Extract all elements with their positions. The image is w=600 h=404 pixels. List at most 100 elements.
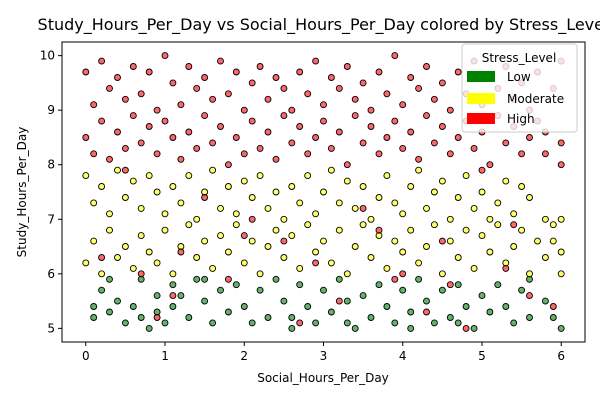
point-low-54 [494,281,502,289]
point-moderate-27 [185,172,193,180]
point-moderate-110 [518,226,526,234]
point-moderate-115 [541,254,549,261]
point-moderate-21 [161,210,169,218]
point-moderate-47 [264,204,272,212]
point-moderate-20 [161,226,169,234]
point-moderate-53 [288,183,296,190]
point-low-44 [415,275,423,283]
point-moderate-112 [526,270,533,278]
point-high-60 [320,101,327,109]
point-moderate-49 [272,188,280,196]
point-high-87 [423,112,430,120]
point-high-148 [557,161,565,169]
point-moderate-82 [407,226,415,234]
point-high-18 [153,106,161,114]
point-moderate-7 [106,210,113,218]
point-moderate-99 [470,204,478,212]
point-low-36 [351,324,359,332]
point-moderate-97 [462,172,470,180]
point-high-75 [375,150,383,158]
point-high-14 [137,90,145,98]
point-low-60 [549,314,557,321]
point-high-23 [169,134,177,141]
point-high-62 [327,74,335,81]
point-high-89 [430,139,438,147]
point-low-23 [248,319,256,327]
point-low-8 [137,314,145,321]
point-high-39 [232,134,240,141]
point-high-90 [438,79,446,87]
point-high-77 [383,134,391,141]
point-moderate-58 [312,248,320,256]
point-moderate-120 [557,270,565,278]
point-moderate-113 [526,194,533,201]
point-high-21 [161,117,169,125]
x-tick-label-0: 0 [82,349,90,363]
point-high-138 [98,254,106,261]
point-high-2 [90,101,98,109]
point-moderate-0 [82,259,90,267]
point-low-64 [201,275,209,283]
point-low-22 [240,303,248,310]
point-moderate-15 [137,204,145,212]
point-moderate-11 [121,194,129,201]
legend-title: Stress_Level [482,51,557,65]
point-low-53 [486,308,494,316]
point-low-33 [327,308,335,316]
point-moderate-1 [82,172,90,180]
point-moderate-42 [248,237,256,245]
point-low-21 [232,281,240,289]
point-moderate-94 [454,254,462,261]
point-high-31 [201,112,209,120]
point-high-32 [209,95,217,103]
point-moderate-54 [296,264,304,272]
point-high-20 [161,52,169,60]
point-high-126 [446,281,454,289]
point-low-67 [407,324,415,332]
point-moderate-30 [201,237,209,245]
point-moderate-117 [549,221,557,229]
point-high-80 [399,101,407,109]
point-high-36 [224,90,232,98]
point-low-26 [272,275,280,283]
y-tick-label-9: 9 [47,103,55,117]
point-high-48 [272,74,280,81]
point-high-99 [470,144,478,152]
point-moderate-104 [494,221,502,229]
point-low-68 [454,319,462,327]
point-high-117 [541,150,549,158]
point-low-14 [177,292,185,300]
point-low-49 [454,281,462,289]
point-low-5 [121,319,129,327]
point-high-85 [415,155,423,163]
point-moderate-105 [494,199,502,207]
point-high-122 [177,248,185,256]
point-low-3 [106,308,113,316]
point-high-71 [359,139,367,147]
point-high-56 [304,90,312,98]
point-high-8 [114,74,121,81]
point-moderate-4 [98,270,106,278]
point-high-25 [177,155,185,163]
x-axis-ticks: 0 1 2 3 4 5 6 [82,342,565,363]
point-moderate-12 [129,264,137,272]
point-low-66 [343,319,351,327]
point-moderate-121 [549,237,557,245]
point-moderate-72 [367,254,375,261]
point-low-0 [90,303,98,310]
point-moderate-98 [470,264,478,272]
point-high-5 [98,117,106,125]
point-high-19 [153,150,161,158]
point-high-0 [82,68,90,76]
x-tick-label-4: 4 [399,349,407,363]
point-high-64 [335,84,343,92]
point-moderate-34 [217,232,224,240]
point-moderate-3 [90,199,98,207]
point-moderate-93 [446,215,454,223]
legend-swatch-high [467,113,495,124]
point-moderate-80 [399,248,407,256]
point-moderate-18 [153,259,161,267]
point-moderate-8 [114,254,121,261]
point-low-50 [462,303,470,310]
point-high-12 [129,63,137,70]
